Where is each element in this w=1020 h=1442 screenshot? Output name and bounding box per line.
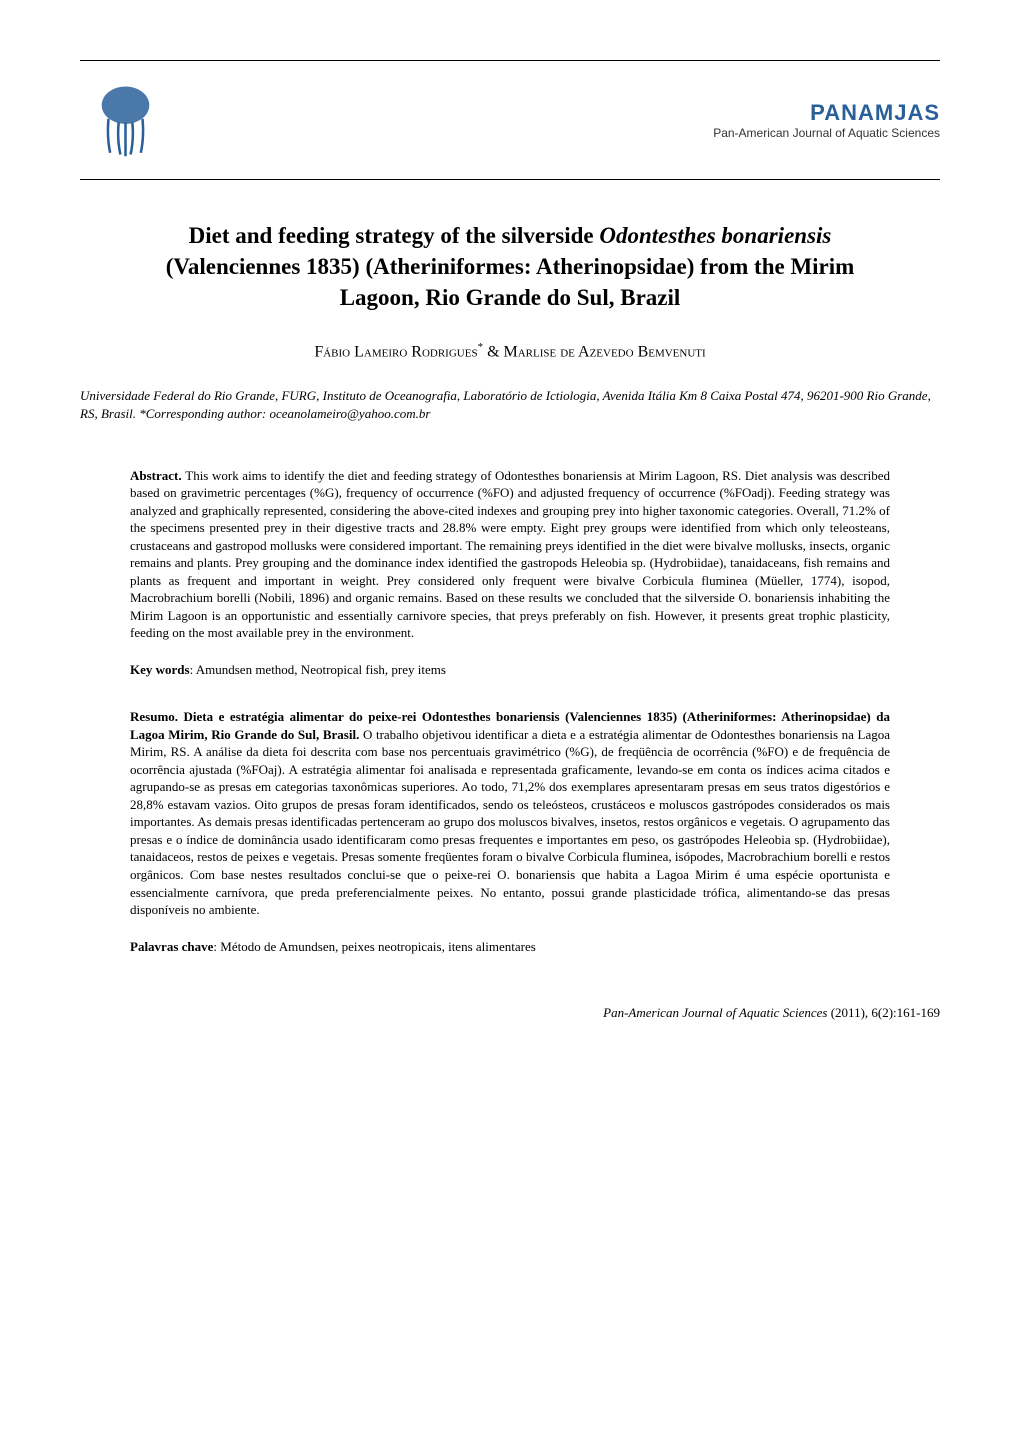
footer: Pan-American Journal of Aquatic Sciences… bbox=[80, 1005, 940, 1021]
author-2: Marlise de Azevedo Bemvenuti bbox=[504, 343, 706, 360]
abstract-text: This work aims to identify the diet and … bbox=[130, 468, 890, 641]
title-block: Diet and feeding strategy of the silvers… bbox=[80, 220, 940, 313]
resumo-section: Resumo. Dieta e estratégia alimentar do … bbox=[130, 708, 890, 919]
affiliation: Universidade Federal do Rio Grande, FURG… bbox=[80, 387, 940, 422]
title-line-2: (Valenciennes 1835) (Atheriniformes: Ath… bbox=[80, 251, 940, 282]
palavras-text: : Método de Amundsen, peixes neotropicai… bbox=[213, 939, 535, 954]
title-pre: Diet and feeding strategy of the silvers… bbox=[189, 223, 600, 248]
title-line-1: Diet and feeding strategy of the silvers… bbox=[80, 220, 940, 251]
authors: Fábio Lameiro Rodrigues* & Marlise de Az… bbox=[80, 341, 940, 361]
footer-journal: Pan-American Journal of Aquatic Sciences bbox=[603, 1005, 827, 1020]
brand-sub: Pan-American Journal of Aquatic Sciences bbox=[713, 126, 940, 140]
author-sep: & bbox=[483, 343, 503, 360]
keywords: Key words: Amundsen method, Neotropical … bbox=[130, 662, 890, 678]
jellyfish-icon bbox=[83, 78, 168, 163]
header-row: PANAMJAS Pan-American Journal of Aquatic… bbox=[80, 75, 940, 165]
title-species: Odontesthes bonariensis bbox=[599, 223, 831, 248]
title-line-3: Lagoon, Rio Grande do Sul, Brazil bbox=[80, 282, 940, 313]
bottom-rule bbox=[80, 179, 940, 180]
keywords-label: Key words bbox=[130, 662, 190, 677]
brand-main: PANAMJAS bbox=[713, 100, 940, 126]
palavras-label: Palavras chave bbox=[130, 939, 213, 954]
palavras: Palavras chave: Método de Amundsen, peix… bbox=[130, 939, 890, 955]
author-1: Fábio Lameiro Rodrigues bbox=[314, 343, 477, 360]
resumo-text: O trabalho objetivou identificar a dieta… bbox=[130, 727, 890, 917]
abstract-label: Abstract. bbox=[130, 468, 185, 483]
brand-block: PANAMJAS Pan-American Journal of Aquatic… bbox=[713, 100, 940, 140]
journal-logo bbox=[80, 75, 170, 165]
footer-citation: (2011), 6(2):161-169 bbox=[827, 1005, 940, 1020]
top-rule bbox=[80, 60, 940, 61]
abstract-section: Abstract. This work aims to identify the… bbox=[130, 467, 890, 642]
keywords-text: : Amundsen method, Neotropical fish, pre… bbox=[190, 662, 446, 677]
